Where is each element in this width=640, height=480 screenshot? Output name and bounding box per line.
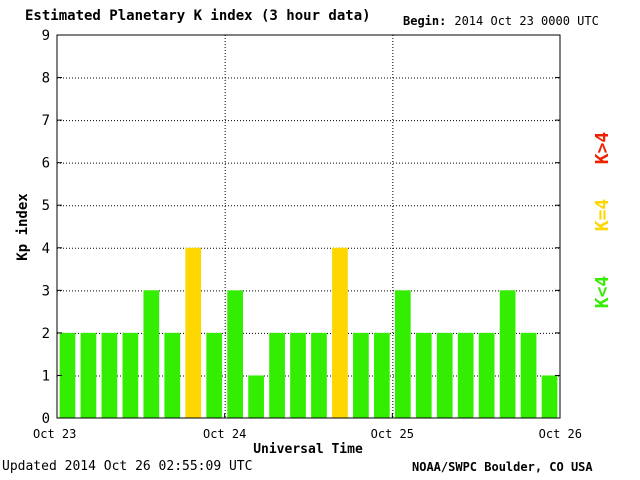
y-tick-label-5: 5 — [42, 198, 50, 214]
bar-23 — [541, 375, 558, 418]
x-axis-ticks: Oct 23 Oct 24 Oct 25 Oct 26 — [33, 413, 582, 441]
bar-17 — [415, 332, 432, 418]
legend-item-0: K<4 — [592, 276, 613, 309]
bar-19 — [457, 332, 474, 418]
bar-21 — [499, 290, 516, 418]
y-tick-label-7: 7 — [42, 113, 50, 129]
bar-4 — [143, 290, 160, 418]
bar-3 — [122, 332, 139, 418]
plot-frame — [56, 34, 561, 419]
bar-8 — [227, 290, 244, 418]
grid-lines — [57, 35, 560, 418]
bar-6 — [185, 247, 202, 418]
bar-11 — [290, 332, 306, 418]
bar-5 — [164, 332, 181, 418]
x-tick-label-3: Oct 26 — [539, 427, 582, 441]
x-tick-label-0: Oct 23 — [33, 427, 76, 441]
bar-1 — [80, 332, 97, 418]
legend-item-2: K>4 — [592, 132, 613, 165]
y-tick-label-4: 4 — [42, 241, 50, 257]
y-tick-label-2: 2 — [42, 326, 50, 342]
bar-16 — [394, 290, 411, 418]
x-axis-label: Universal Time — [253, 442, 363, 457]
bar-2 — [101, 332, 118, 418]
bar-12 — [311, 332, 327, 418]
bar-22 — [520, 332, 537, 418]
x-tick-label-1: Oct 24 — [203, 427, 246, 441]
bar-14 — [353, 332, 369, 418]
y-tick-label-0: 0 — [42, 411, 50, 427]
updated-value: 2014 Oct 26 02:55:09 UTC — [64, 459, 253, 474]
updated-timestamp: Updated 2014 Oct 26 02:55:09 UTC — [2, 459, 252, 474]
bar-13 — [332, 247, 348, 418]
y-tick-label-8: 8 — [42, 71, 50, 87]
legend-item-1: K=4 — [592, 199, 613, 232]
updated-label: Updated — [2, 459, 57, 474]
y-axis-label: Kp index — [15, 193, 31, 261]
y-tick-label-1: 1 — [42, 368, 50, 384]
legend: K<4 K=4 K>4 — [592, 132, 613, 309]
begin-label: Begin: — [403, 14, 447, 28]
bar-10 — [269, 332, 285, 418]
x-tick-label-2: Oct 25 — [371, 427, 414, 441]
bar-20 — [478, 332, 495, 418]
bar-9 — [248, 375, 264, 418]
bar-15 — [373, 332, 390, 418]
y-tick-label-9: 9 — [42, 28, 50, 44]
bar-18 — [436, 332, 453, 418]
credit-text: NOAA/SWPC Boulder, CO USA — [412, 460, 593, 474]
bars — [59, 247, 558, 418]
bar-7 — [206, 332, 223, 418]
y-tick-label-3: 3 — [42, 283, 50, 299]
begin-time: Begin: 2014 Oct 23 0000 UTC — [403, 14, 599, 28]
bar-0 — [59, 332, 76, 418]
y-axis-ticks: 0 1 2 3 4 5 6 7 8 9 — [42, 28, 560, 427]
begin-value: 2014 Oct 23 0000 UTC — [454, 14, 599, 28]
y-tick-label-6: 6 — [42, 156, 50, 172]
chart-title: Estimated Planetary K index (3 hour data… — [25, 8, 371, 24]
